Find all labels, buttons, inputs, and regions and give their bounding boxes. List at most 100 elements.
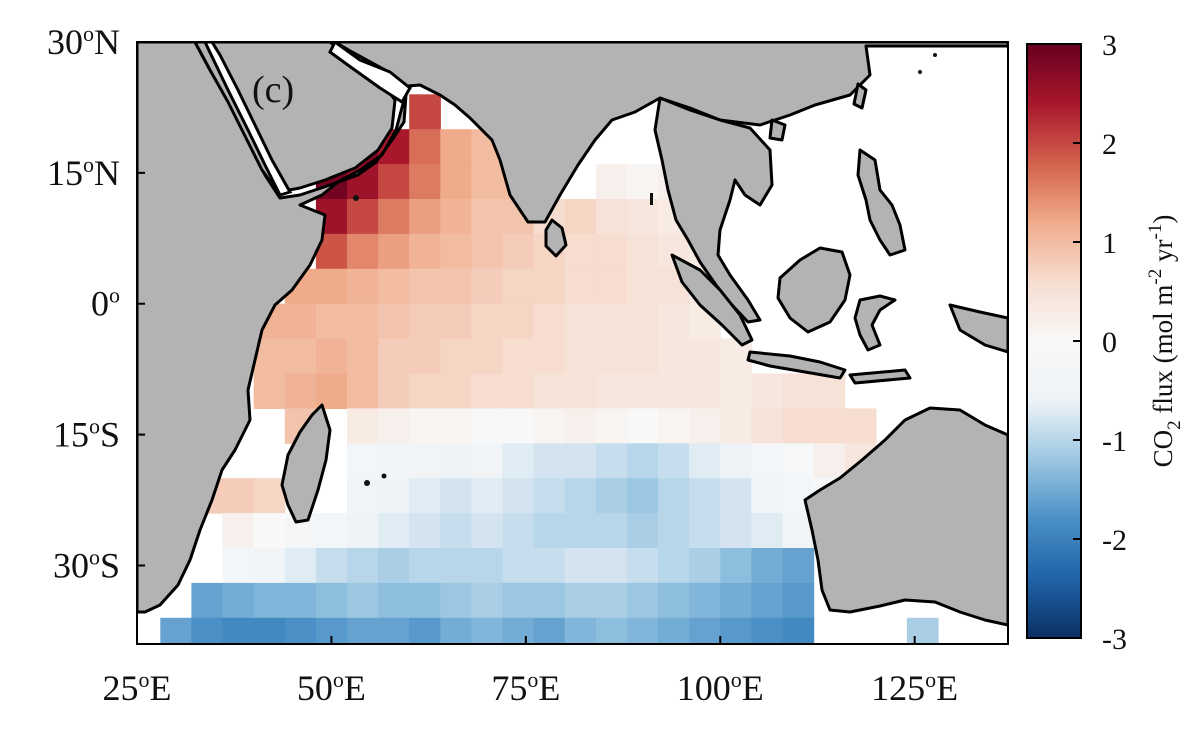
flux-cell [378,164,410,200]
madagascar-island [280,403,332,524]
flux-cell [658,478,690,514]
flux-cell [626,303,659,340]
flux-cell [440,408,472,444]
java-island [746,350,847,380]
flux-cell [502,443,535,479]
flux-cell [315,268,348,305]
flux-cell [533,373,566,409]
flux-cell [253,582,286,619]
x-axis-ticks: 25oE 50oE 75oE 100oE 125oE [103,636,958,708]
small-islands [353,53,937,486]
flux-cell [564,233,597,270]
flux-cell [689,513,721,549]
red-sea [203,42,293,197]
tick-label: 15oN [47,152,120,193]
panel-label: (c) [252,69,294,111]
flux-cell [720,617,752,644]
flux-cell [378,548,410,584]
flux-cell [782,408,815,444]
philippines-islands [856,148,907,257]
flux-cell [564,303,597,340]
flux-cell [191,617,224,644]
flux-cell [378,199,410,235]
flux-cell [502,478,535,514]
co2-flux-grid [160,94,939,644]
flux-cell [347,513,379,549]
hainan-island [768,118,787,142]
flux-cell [284,303,317,340]
flux-cell [347,303,379,340]
flux-cell [440,582,472,619]
flux-cell [378,338,410,375]
flux-cell [378,303,410,340]
lesser-sunda-islands [848,368,912,385]
tick-label: 30oS [53,544,120,585]
flux-cell [502,513,535,549]
flux-cell [564,617,597,644]
tick-label: 100oE [677,667,764,708]
flux-cell [440,548,472,584]
flux-cell [347,582,379,619]
flux-cell [689,478,721,514]
flux-cell [720,443,752,479]
flux-cell [595,513,628,549]
flux-cell [626,338,659,375]
flux-cell [378,617,410,644]
flux-cell [658,513,690,549]
flux-cell [720,338,752,375]
flux-cell [844,408,877,444]
flux-cell [347,548,379,584]
colorbar-tick-label: 0 [1102,326,1117,359]
flux-cell [347,373,379,409]
flux-cell [533,268,566,305]
flux-cell [626,478,659,514]
flux-cell [378,443,410,479]
flux-cell [378,513,410,549]
flux-cell [315,513,348,549]
flux-cell [315,373,348,409]
flux-cell [347,233,379,270]
flux-cell [440,338,472,375]
flux-cell [347,268,379,305]
flux-cell [782,617,815,644]
flux-cell [440,268,472,305]
flux-cell [409,443,441,479]
flux-cell [720,548,752,584]
flux-cell [347,617,379,644]
flux-cell [440,617,472,644]
flux-cell [502,548,535,584]
colorbar-tick-label: -2 [1102,524,1127,557]
flux-cell [689,373,721,409]
flux-cell [502,617,535,644]
flux-cell [471,617,504,644]
sri-lanka-island [544,218,568,258]
flux-cell [751,443,784,479]
flux-cell [564,478,597,514]
flux-cell [626,233,659,270]
flux-cell [751,408,784,444]
flux-cell [191,582,224,619]
flux-cell [409,338,441,375]
flux-cell [471,338,504,375]
colorbar-label: CO2 flux (mol m-2 yr-1) [1145,215,1185,468]
flux-cell [409,233,441,270]
flux-cell [564,513,597,549]
flux-cell [347,199,379,235]
flux-cell [284,617,317,644]
flux-cell [595,582,628,619]
flux-cell [751,617,784,644]
flux-cell [409,478,441,514]
flux-cell [626,373,659,409]
flux-cell [471,233,504,270]
tick-label: 0o [91,283,120,324]
flux-cell [720,513,752,549]
flux-cell [564,373,597,409]
flux-cell [813,443,846,479]
flux-cell [813,408,846,444]
flux-cell [284,373,317,409]
flux-cell [782,373,815,409]
flux-cell [315,303,348,340]
flux-cell [284,548,317,584]
flux-cell [471,408,504,444]
